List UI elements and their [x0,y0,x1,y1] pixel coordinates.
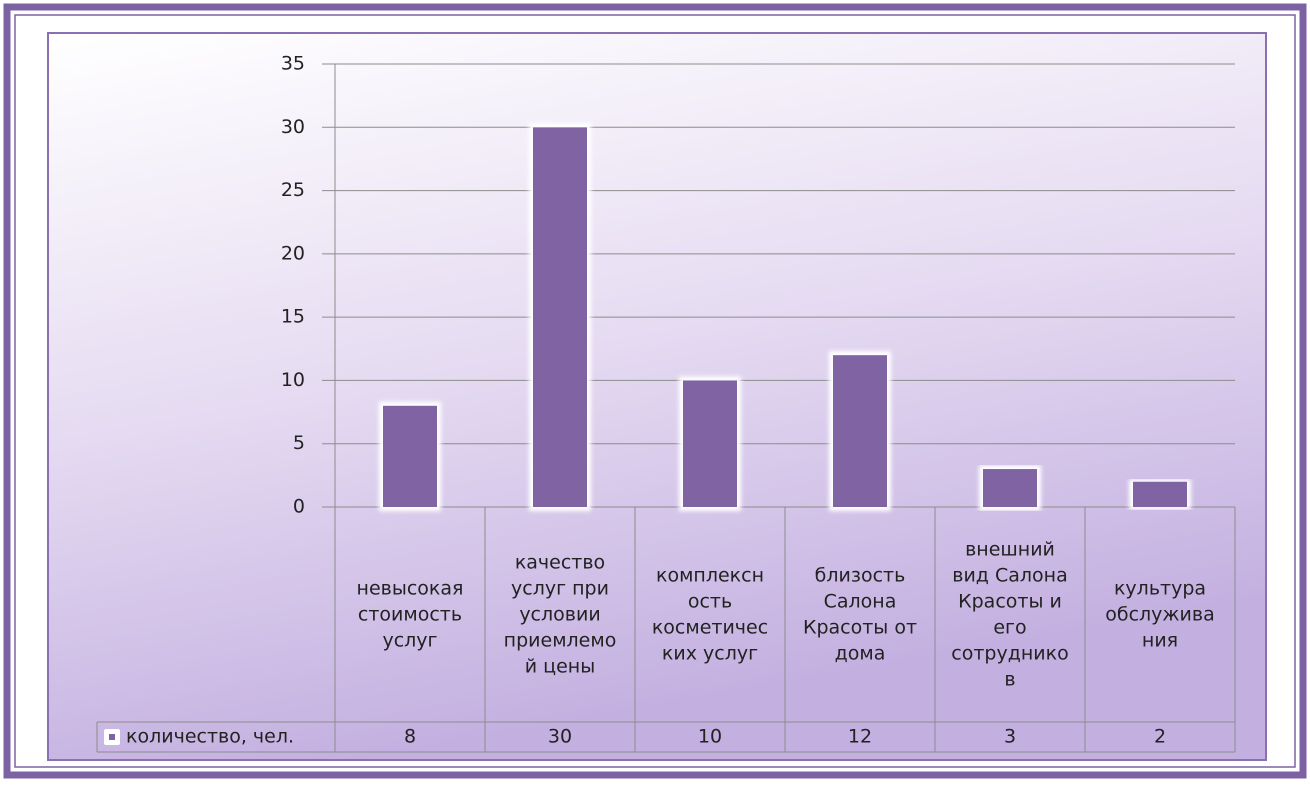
bar [983,469,1037,507]
legend-label: количество, чел. [126,726,294,748]
y-tick-label: 35 [281,53,305,75]
outer-frame [3,3,1307,779]
table-value: 8 [404,726,416,748]
bar [833,355,887,507]
table-value: 3 [1004,726,1016,748]
bar [533,127,587,508]
x-tick-label: невысокая стоимость услуг [357,577,464,651]
bar [383,405,437,507]
x-tick-label: комплексн ость косметичес ких услуг [652,564,768,664]
legend-key-swatch [109,734,115,740]
table-value: 12 [848,726,872,748]
y-tick-label: 5 [293,432,305,454]
inner-frame [14,14,1296,768]
table-value: 30 [548,726,572,748]
table-value: 10 [698,726,722,748]
y-tick-label: 15 [281,306,305,328]
bar [1133,481,1187,507]
chart-area [47,32,1267,761]
x-tick-label: качество услуг при условии приемлемо й цены [504,551,617,677]
x-tick-label: внешний вид Салона Красоты и его сотруднико в [951,538,1068,690]
table-value: 2 [1154,726,1166,748]
y-tick-label: 20 [281,242,305,264]
y-tick-label: 30 [281,116,305,138]
y-tick-label: 25 [281,179,305,201]
x-tick-label: близость Салона Красоты от дома [803,564,917,664]
bar [683,380,737,507]
x-tick-label: культура обслужива ния [1105,577,1214,651]
y-tick-label: 10 [281,369,305,391]
y-tick-label: 0 [293,496,305,518]
